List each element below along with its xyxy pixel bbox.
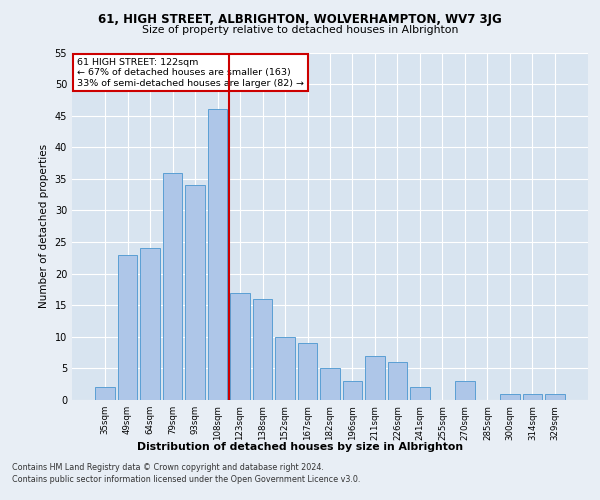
Bar [298, 343, 317, 400]
Text: 61, HIGH STREET, ALBRIGHTON, WOLVERHAMPTON, WV7 3JG: 61, HIGH STREET, ALBRIGHTON, WOLVERHAMPT… [98, 12, 502, 26]
Text: Size of property relative to detached houses in Albrighton: Size of property relative to detached ho… [142, 25, 458, 35]
Bar [365, 356, 385, 400]
Bar [95, 388, 115, 400]
Bar [343, 381, 362, 400]
Bar [208, 110, 227, 400]
Bar [253, 299, 272, 400]
Bar [455, 381, 475, 400]
Bar [185, 185, 205, 400]
Bar [320, 368, 340, 400]
Y-axis label: Number of detached properties: Number of detached properties [39, 144, 49, 308]
Text: 61 HIGH STREET: 122sqm
← 67% of detached houses are smaller (163)
33% of semi-de: 61 HIGH STREET: 122sqm ← 67% of detached… [77, 58, 304, 88]
Bar [410, 388, 430, 400]
Bar [500, 394, 520, 400]
Bar [118, 254, 137, 400]
Bar [275, 337, 295, 400]
Text: Distribution of detached houses by size in Albrighton: Distribution of detached houses by size … [137, 442, 463, 452]
Bar [545, 394, 565, 400]
Bar [523, 394, 542, 400]
Bar [140, 248, 160, 400]
Bar [163, 172, 182, 400]
Bar [230, 292, 250, 400]
Text: Contains public sector information licensed under the Open Government Licence v3: Contains public sector information licen… [12, 475, 361, 484]
Bar [388, 362, 407, 400]
Text: Contains HM Land Registry data © Crown copyright and database right 2024.: Contains HM Land Registry data © Crown c… [12, 462, 324, 471]
